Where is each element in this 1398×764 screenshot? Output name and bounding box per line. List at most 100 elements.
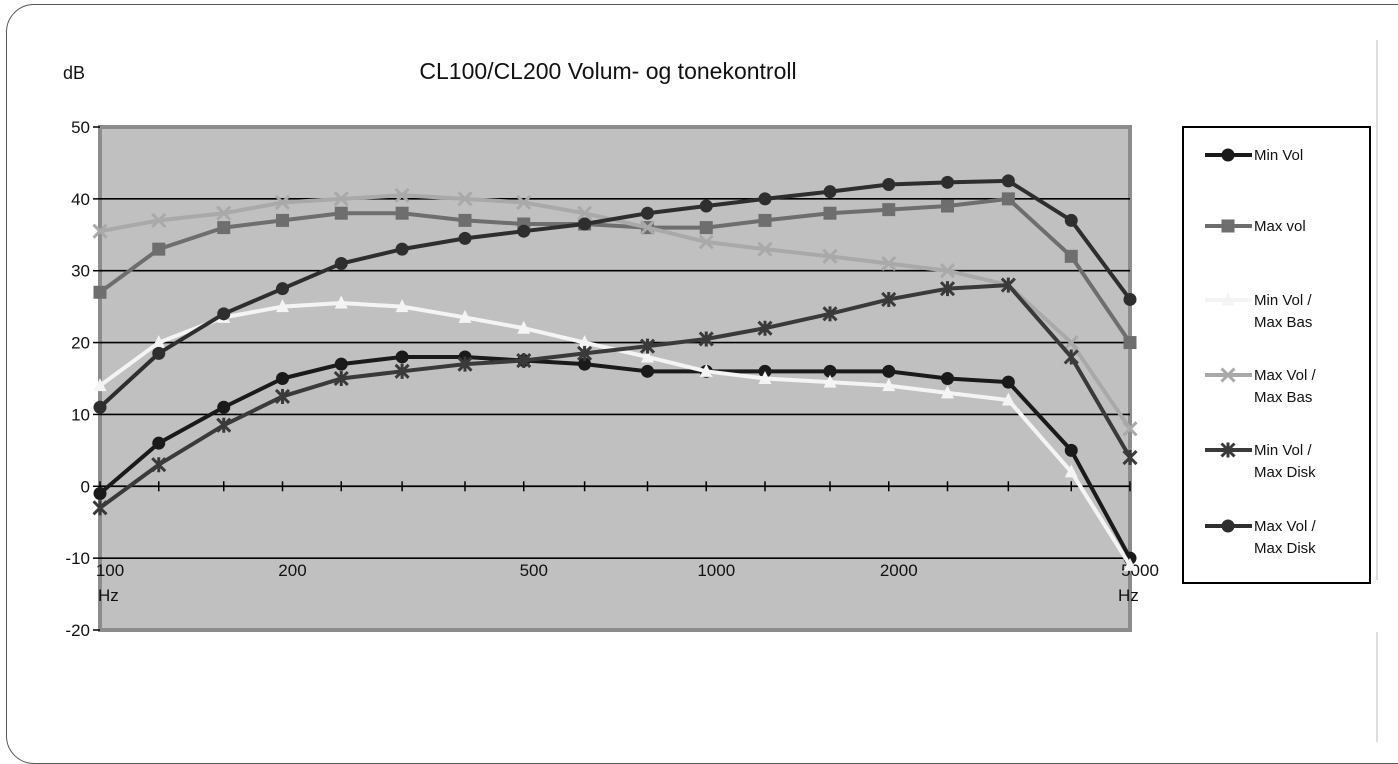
data-point <box>517 224 531 238</box>
legend-entry-2: Max vol <box>1205 218 1306 235</box>
data-point <box>1123 557 1137 571</box>
data-point <box>823 185 837 199</box>
series-2 <box>93 192 1137 350</box>
data-point <box>395 350 409 364</box>
legend-entry-5: Min Vol / Max Disk <box>1205 442 1316 481</box>
data-point <box>93 285 107 299</box>
data-point <box>639 338 656 354</box>
legend-swatch-marker <box>1220 442 1236 458</box>
x-tick-label: 200 <box>278 561 306 580</box>
data-point <box>578 357 592 371</box>
legend-swatch-marker <box>1220 367 1236 383</box>
data-point <box>882 364 896 378</box>
data-point <box>640 206 654 220</box>
data-point <box>1001 392 1015 406</box>
data-point <box>1063 335 1079 351</box>
data-point <box>92 500 108 516</box>
x-tick-label: 2000 <box>880 561 918 580</box>
data-point <box>758 371 772 384</box>
legend-label-line2: Max Bas <box>1254 389 1312 406</box>
data-point <box>275 282 289 296</box>
legend-label-line1: Max Vol / <box>1254 518 1317 535</box>
data-point <box>152 335 166 349</box>
data-point <box>939 263 956 279</box>
data-point <box>516 352 532 369</box>
data-point <box>395 299 409 313</box>
data-point <box>217 400 231 414</box>
data-point <box>941 372 955 385</box>
data-point <box>1064 464 1078 478</box>
grid-lines <box>100 198 1130 559</box>
data-point <box>1000 277 1016 293</box>
data-point <box>93 400 107 414</box>
legend-swatch-marker <box>1221 292 1235 306</box>
data-point <box>516 194 532 211</box>
data-point <box>1064 213 1078 227</box>
series-line <box>98 178 1132 409</box>
data-point <box>458 231 472 245</box>
data-point <box>881 255 897 272</box>
data-point <box>333 370 349 387</box>
legend-entry-1: Min Vol <box>1205 147 1303 164</box>
data-point <box>152 436 166 450</box>
y-tick-label: 10 <box>71 405 90 424</box>
y-tick-label: 50 <box>71 118 90 137</box>
y-tick-label: -20 <box>65 621 90 640</box>
data-point <box>882 203 896 217</box>
series-line <box>98 283 1132 510</box>
data-point <box>1122 449 1138 466</box>
data-point <box>334 357 348 371</box>
data-point <box>941 385 955 399</box>
data-point <box>578 335 592 349</box>
data-point <box>881 291 897 308</box>
data-point <box>882 378 896 392</box>
data-point <box>1001 174 1015 188</box>
data-point <box>457 356 473 372</box>
data-point <box>699 199 713 213</box>
data-point <box>1122 421 1138 437</box>
legend-entry-6: Max Vol / Max Disk <box>1205 518 1317 557</box>
data-point <box>395 242 409 256</box>
data-point <box>698 234 714 250</box>
data-point <box>334 206 348 220</box>
data-point <box>639 220 656 236</box>
data-point <box>395 206 409 220</box>
data-point <box>152 242 166 256</box>
data-point <box>394 187 410 203</box>
x-axis <box>99 481 1131 492</box>
legend-label-line2: Max Disk <box>1254 464 1316 481</box>
legend-swatch-marker <box>1221 219 1235 233</box>
data-point <box>333 191 349 207</box>
data-point <box>334 295 348 309</box>
line-chart: CL100/CL200 Volum- og tonekontroll dB 50… <box>63 40 1378 742</box>
x-tick-label: 500 <box>520 561 548 580</box>
data-point <box>517 320 531 334</box>
series-line <box>98 196 1132 344</box>
data-point <box>1001 192 1015 206</box>
data-point <box>152 346 166 360</box>
legend-label-line1: Min Vol / <box>1254 292 1312 309</box>
data-point <box>1063 349 1079 365</box>
data-point <box>216 417 232 433</box>
data-point <box>757 241 773 257</box>
data-point <box>823 364 837 378</box>
data-point <box>93 486 107 500</box>
data-point <box>757 320 773 336</box>
data-point <box>640 349 654 363</box>
y-tick-label: 40 <box>71 190 90 209</box>
data-point <box>151 212 167 228</box>
data-point <box>941 175 955 189</box>
data-point <box>217 307 231 321</box>
data-point <box>822 248 838 264</box>
data-point <box>941 199 955 213</box>
x-tick-label: 1000 <box>697 561 735 580</box>
data-point <box>758 213 772 227</box>
y-tick-label: 20 <box>71 334 90 353</box>
x-unit-label-right: Hz <box>1118 586 1139 605</box>
data-point <box>699 363 713 377</box>
series-line <box>98 354 1132 560</box>
y-axis-unit-label: dB <box>63 63 85 83</box>
data-point <box>93 378 107 392</box>
data-point <box>1001 375 1015 389</box>
